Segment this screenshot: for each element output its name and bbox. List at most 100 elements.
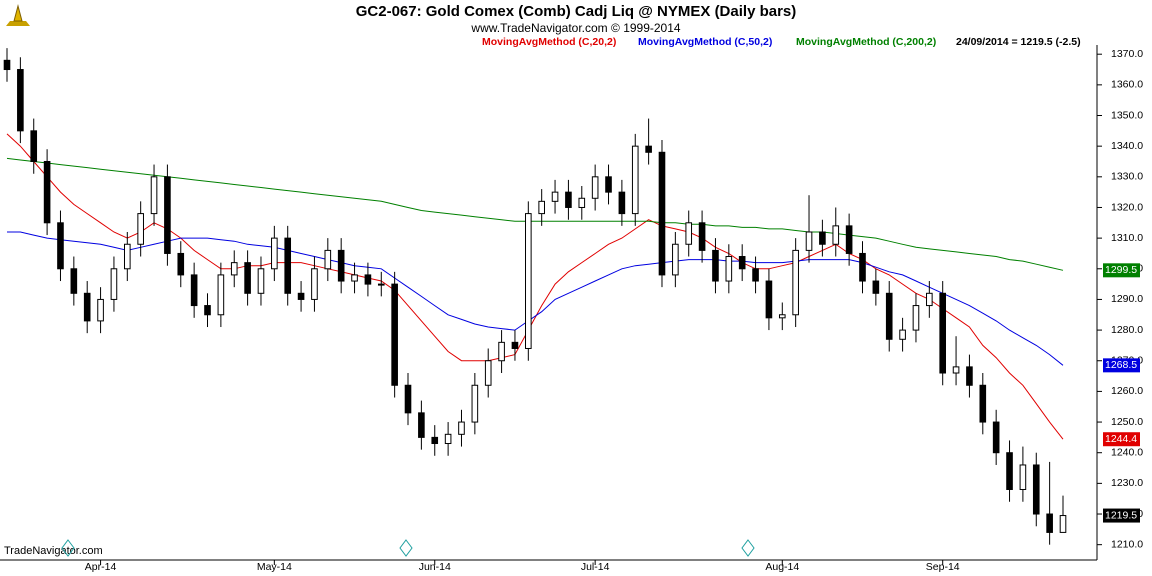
candle-body: [418, 412, 425, 438]
y-tick-label: 1370.0: [1111, 48, 1143, 60]
candle-body: [1046, 513, 1053, 533]
last-value-label: 1299.5: [1105, 264, 1137, 276]
candle-body: [30, 130, 38, 162]
candle-body: [551, 191, 559, 202]
legend-entry: MovingAvgMethod (C,50,2): [638, 36, 772, 48]
candle-body: [311, 268, 318, 300]
candle-body: [966, 366, 973, 386]
candle-body: [204, 305, 211, 316]
candle-body: [123, 243, 131, 270]
candle-body: [284, 237, 292, 294]
candle-body: [230, 262, 238, 276]
candle-body: [939, 292, 947, 374]
candle-body: [698, 222, 706, 251]
candle-body: [859, 252, 866, 282]
candle-body: [712, 249, 719, 282]
candle-body: [498, 341, 505, 362]
candle-body: [404, 384, 412, 414]
x-tick-label: May-14: [257, 561, 292, 573]
chart-subtitle: www.TradeNavigator.com © 1999-2014: [470, 21, 680, 35]
candle-body: [377, 283, 385, 286]
candle-body: [57, 222, 64, 270]
last-value-label: 1219.5: [1105, 509, 1137, 521]
candle-body: [685, 222, 693, 245]
x-tick-label: Jun-14: [419, 561, 451, 573]
candle-body: [1032, 464, 1040, 515]
candle-body: [872, 280, 880, 294]
logo-bull: [13, 4, 23, 22]
event-icon: [61, 539, 75, 557]
x-tick-label: Sep-14: [926, 561, 960, 573]
candle-body: [725, 256, 733, 282]
candle-body: [43, 160, 51, 224]
event-icons: [61, 539, 755, 557]
candle-body: [177, 252, 185, 276]
event-icon: [741, 539, 755, 557]
last-value-label: 1268.5: [1105, 359, 1137, 371]
candle-body: [792, 249, 799, 316]
y-tick-label: 1360.0: [1111, 79, 1143, 91]
candle-body: [819, 231, 826, 245]
footer: TradeNavigator.com: [4, 545, 103, 557]
last-value-badge: [1103, 508, 1140, 523]
candle-body: [137, 213, 144, 245]
candle-body: [525, 213, 532, 349]
candle-body: [672, 243, 679, 276]
x-tick-label: Aug-14: [765, 561, 799, 573]
candle-body: [591, 176, 599, 199]
candle-body: [885, 292, 893, 340]
logo-base: [6, 21, 30, 26]
candle-body: [83, 292, 91, 322]
candle-body: [805, 231, 813, 251]
candle-body: [431, 436, 439, 445]
candle-body: [484, 360, 492, 386]
y-tick-label: 1240.0: [1111, 446, 1143, 458]
y-tick-label: 1250.0: [1111, 416, 1143, 428]
y-tick-label: 1340.0: [1111, 140, 1143, 152]
y-tick-label: 1260.0: [1111, 385, 1143, 397]
y-tick-label: 1210.0: [1111, 538, 1143, 550]
candle-body: [324, 249, 332, 270]
y-tick-label: 1290.0: [1111, 293, 1143, 305]
legend-entry: MovingAvgMethod (C,200,2): [796, 36, 936, 48]
y-tick-label: 1350.0: [1111, 109, 1143, 121]
candle-body: [752, 268, 759, 282]
candle-body: [778, 314, 786, 319]
candle-body: [631, 145, 639, 215]
moving-average-line: [6, 157, 1064, 271]
candle-body: [217, 274, 225, 316]
candle-body: [832, 225, 840, 245]
candle-body: [926, 292, 933, 307]
annotation: 24/09/2014 = 1219.5 (-2.5): [956, 36, 1081, 48]
candle-body: [190, 274, 198, 307]
candle-body: [565, 191, 572, 208]
candle-body: [511, 341, 519, 349]
candle-body: [164, 176, 171, 254]
chart-title: GC2-067: Gold Comex (Comb) Cadj Liq @ NY…: [356, 3, 797, 20]
x-tick-label: Apr-14: [85, 561, 117, 573]
candle-body: [110, 268, 118, 300]
candle-body: [244, 262, 251, 294]
candle-body: [271, 237, 278, 270]
candle-body: [444, 433, 452, 445]
candle-body: [979, 384, 987, 423]
candle-body: [912, 305, 920, 331]
event-icon: [399, 539, 413, 557]
x-tick-label: Jul-14: [581, 561, 610, 573]
candle-body: [70, 268, 78, 294]
candle-body: [645, 145, 652, 153]
candle-body: [364, 274, 372, 285]
candle-body: [738, 256, 746, 270]
candle-body: [578, 197, 586, 208]
candle-body: [17, 69, 24, 132]
last-value-label: 1244.4: [1105, 433, 1137, 445]
last-value-badge: [1103, 263, 1140, 278]
candle-body: [618, 191, 626, 215]
y-tick-label: 1320.0: [1111, 201, 1143, 213]
candle-body: [1059, 515, 1067, 533]
candle-body: [297, 292, 305, 300]
candle-body: [992, 421, 1000, 454]
candle-body: [765, 280, 773, 319]
